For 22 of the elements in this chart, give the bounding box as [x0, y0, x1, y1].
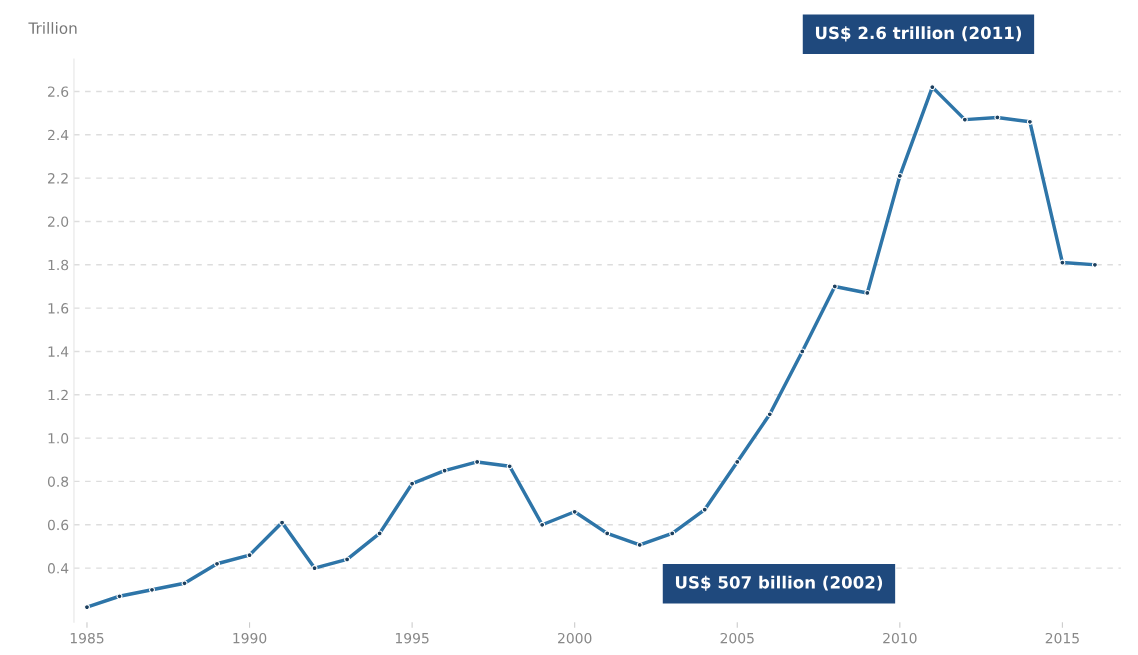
y-tick-label: 2.2: [48, 173, 68, 184]
x-tick-label: 2015: [1045, 632, 1079, 644]
y-axis-title: Trillion: [28, 22, 77, 34]
y-tick-label: 2.4: [48, 129, 69, 141]
x-tick-label: 1990: [233, 632, 267, 644]
y-tick-label: 0.4: [47, 563, 69, 574]
y-tick-label: 2.6: [48, 86, 69, 97]
annotation: US$ 2.6 trillion (2011): [815, 26, 1022, 42]
y-tick-label: 2.0: [48, 216, 69, 227]
y-tick-label: 1.2: [48, 389, 68, 401]
x-tick-label: 2010: [883, 632, 917, 644]
x-tick-label: 2005: [720, 632, 754, 644]
y-tick-label: 1.8: [48, 259, 69, 271]
y-tick-label: 1.0: [48, 433, 69, 444]
x-tick-label: 1995: [395, 632, 429, 644]
x-tick-label: 2000: [558, 632, 592, 644]
y-tick-label: 0.6: [47, 519, 69, 531]
y-tick-label: 1.4: [48, 346, 69, 357]
y-tick-label: 0.8: [47, 476, 69, 487]
annotation: US$ 507 billion (2002): [675, 575, 883, 591]
y-tick-label: 1.6: [48, 303, 69, 314]
x-tick-label: 1985: [70, 632, 104, 644]
